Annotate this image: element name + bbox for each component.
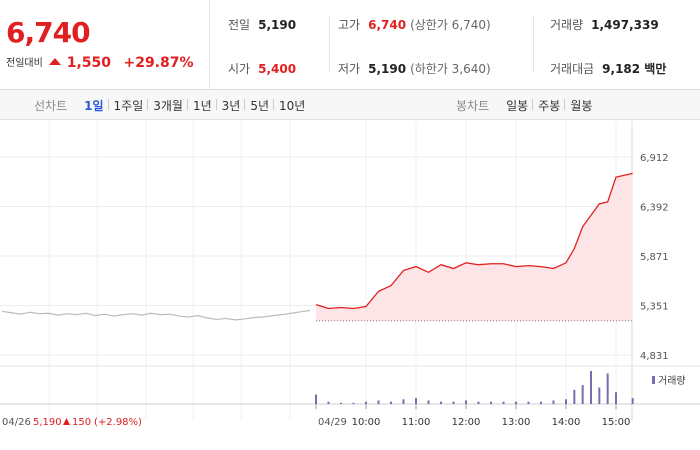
change-percent: +29.87% [123, 55, 194, 71]
stat-sub: (상한가 6,740) [410, 18, 491, 32]
volume-bar [606, 373, 609, 404]
stat-low: 저가 5,190 (하한가 3,640) [338, 60, 491, 80]
volume-bar [615, 392, 617, 404]
volume-bar [573, 389, 576, 404]
volume-bar [477, 401, 480, 404]
x-date-label-today: 04/29 [318, 417, 347, 428]
volume-bar [340, 402, 342, 404]
y-tick-label: 6,392 [640, 202, 669, 213]
volume-bar [581, 385, 584, 404]
stat-high: 고가 6,740 (상한가 6,740) [338, 16, 491, 36]
change-row: 전일대비 1,550 +29.87% [6, 54, 194, 71]
y-tick-label: 4,831 [640, 351, 669, 362]
x-time-label: 10:00 [352, 417, 381, 428]
tab-weekly-candle[interactable]: 주봉 [532, 97, 565, 114]
chart-tab-bar: 선차트 1일 1주일 3개월 1년 3년 5년 10년 봉차트 일봉 주봉 월봉 [0, 90, 700, 120]
tab-monthly-candle[interactable]: 월봉 [564, 97, 597, 114]
volume-bar [565, 399, 567, 404]
tab-3month[interactable]: 3개월 [147, 97, 188, 114]
line-chart-tabs: 선차트 1일 1주일 3개월 1년 3년 5년 10년 [34, 90, 310, 120]
price-chart[interactable]: 6,912 6,392 5,871 5,351 4,831 거래량 04/26 5,190 15… [0, 121, 700, 450]
x-time-label: 12:00 [452, 417, 481, 428]
stat-label: 전일 [228, 18, 251, 32]
prev-day-change: 150 [72, 417, 91, 428]
stat-value: 5,190 [258, 18, 297, 32]
volume-bar [552, 400, 555, 404]
volume-bar [490, 401, 492, 404]
volume-bar [452, 401, 455, 404]
stat-value: 5,400 [258, 62, 297, 76]
tab-5year[interactable]: 5년 [244, 97, 274, 114]
stat-value: 6,740 [368, 18, 407, 32]
price-box: 6,740 전일대비 1,550 +29.87% [0, 0, 210, 90]
volume-bar [527, 401, 530, 404]
stat-label: 거래대금 [550, 62, 595, 76]
line-chart-title: 선차트 [34, 98, 68, 113]
prev-day-up-icon [63, 418, 70, 425]
quote-header: 6,740 전일대비 1,550 +29.87% 전일 5,190 시가 5,400… [0, 0, 700, 90]
volume-bar [327, 401, 330, 404]
tab-1year[interactable]: 1년 [186, 97, 217, 114]
stat-open: 시가 5,400 [228, 60, 296, 80]
volume-bar [598, 387, 601, 404]
volume-bar [402, 399, 405, 404]
x-time-label: 14:00 [552, 417, 581, 428]
volume-bar [315, 394, 317, 404]
stat-label: 시가 [228, 62, 251, 76]
volume-bar [440, 401, 442, 404]
x-time-label: 11:00 [402, 417, 431, 428]
divider [533, 16, 534, 72]
current-price: 6,740 [6, 16, 91, 49]
volume-legend-label: 거래량 [658, 375, 686, 387]
volume-bar [502, 401, 505, 404]
stat-amount: 거래대금 9,182 백만 [550, 60, 666, 80]
y-tick-label: 6,912 [640, 153, 669, 164]
volume-bar [377, 400, 380, 404]
volume-bar [631, 398, 634, 404]
candle-chart-tabs: 봉차트 일봉 주봉 월봉 [456, 90, 597, 120]
volume-legend-swatch [652, 376, 655, 384]
prev-day-line [1, 309, 311, 321]
volume-bar [465, 400, 467, 404]
stat-value: 9,182 백만 [602, 62, 667, 76]
volume-bar [365, 401, 367, 404]
y-tick-label: 5,351 [640, 302, 669, 313]
tab-10year[interactable]: 10년 [273, 97, 310, 114]
tab-3year[interactable]: 3년 [215, 97, 246, 114]
stat-label: 고가 [338, 18, 361, 32]
up-arrow-icon [49, 58, 62, 65]
divider [329, 16, 330, 72]
y-tick-label: 5,871 [640, 252, 669, 263]
stat-sub: (하한가 3,640) [410, 62, 491, 76]
volume-bar [427, 400, 430, 404]
volume-bar [415, 398, 417, 404]
price-fill-area [316, 173, 633, 321]
tab-1week[interactable]: 1주일 [107, 97, 149, 114]
prev-day-change-pct: (+2.98%) [94, 417, 142, 428]
change-label: 전일대비 [6, 58, 43, 69]
volume-bar [390, 401, 392, 404]
candle-chart-title: 봉차트 [456, 98, 490, 113]
volume-bar [590, 371, 592, 404]
stat-volume: 거래량 1,497,339 [550, 16, 659, 36]
x-date-label-prev: 04/26 [2, 417, 31, 428]
stat-label: 거래량 [550, 18, 584, 32]
stat-prev-close: 전일 5,190 [228, 16, 296, 36]
volume-bar [352, 402, 355, 404]
stat-value: 5,190 [368, 62, 407, 76]
x-time-label: 13:00 [502, 417, 531, 428]
stat-value: 1,497,339 [591, 18, 659, 32]
today-price-line [315, 172, 633, 310]
tab-1day[interactable]: 1일 [84, 98, 104, 113]
stat-label: 저가 [338, 62, 361, 76]
prev-day-close: 5,190 [33, 417, 62, 428]
volume-bar [540, 401, 542, 404]
tab-daily-candle[interactable]: 일봉 [506, 98, 529, 113]
volume-bar [515, 401, 517, 404]
change-value: 1,550 [66, 55, 112, 71]
x-time-label: 15:00 [602, 417, 631, 428]
